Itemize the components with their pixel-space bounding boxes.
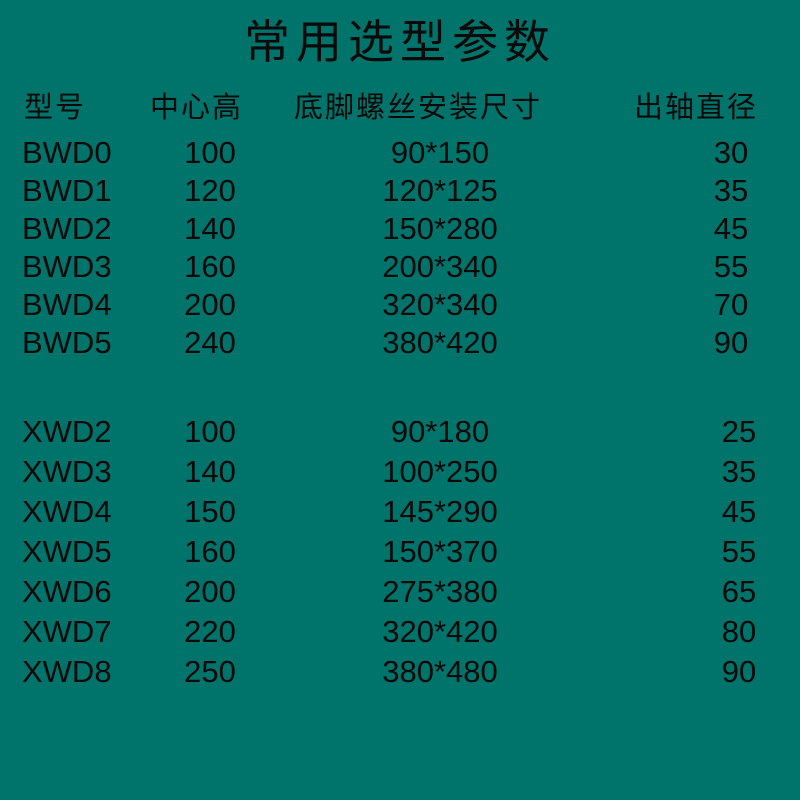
cell-foot-bolt-dimensions: 320*340 [382, 287, 498, 322]
cell-foot-bolt-dimensions: 90*180 [390, 414, 490, 449]
cell-foot-bolt-dimensions: 150*370 [382, 534, 498, 569]
cell-output-shaft-diameter: 35 [713, 173, 749, 208]
cell-output-shaft-diameter: 55 [721, 534, 757, 569]
cell-foot-bolt-dimensions: 100*250 [382, 454, 498, 489]
cell-model: BWD1 [22, 173, 112, 208]
table-row: XWD5 160 150*370 55 [0, 532, 800, 572]
cell-model: XWD4 [22, 494, 112, 529]
column-header-output-shaft-diameter: 出轴直径 [634, 90, 759, 124]
cell-center-height: 150 [184, 494, 236, 529]
table-header-row: 型号 中心高 底脚螺丝安装尺寸 出轴直径 [0, 88, 800, 128]
cell-model: BWD4 [22, 287, 112, 322]
cell-output-shaft-diameter: 90 [721, 654, 757, 689]
column-header-model: 型号 [24, 90, 87, 124]
cell-output-shaft-diameter: 90 [713, 325, 749, 360]
cell-output-shaft-diameter: 55 [713, 249, 749, 284]
table-section-bwd: BWD0 100 90*150 30 BWD1 120 120*125 35 BWD2 140 15… [0, 134, 800, 362]
table-row: BWD3 160 200*340 55 [0, 248, 800, 286]
table-row: XWD4 150 145*290 45 [0, 492, 800, 532]
cell-center-height: 220 [184, 614, 236, 649]
cell-model: BWD5 [22, 325, 112, 360]
cell-foot-bolt-dimensions: 200*340 [382, 249, 498, 284]
table-row: BWD2 140 150*280 45 [0, 210, 800, 248]
cell-model: XWD6 [22, 574, 112, 609]
cell-model: BWD0 [22, 135, 112, 170]
cell-center-height: 140 [184, 211, 236, 246]
cell-output-shaft-diameter: 80 [721, 614, 757, 649]
cell-center-height: 100 [184, 135, 236, 170]
cell-output-shaft-diameter: 30 [713, 135, 749, 170]
cell-center-height: 250 [184, 654, 236, 689]
table-row: BWD5 240 380*420 90 [0, 324, 800, 362]
cell-foot-bolt-dimensions: 145*290 [382, 494, 498, 529]
cell-center-height: 160 [184, 534, 236, 569]
cell-output-shaft-diameter: 65 [721, 574, 757, 609]
table-row: XWD8 250 380*480 90 [0, 652, 800, 692]
page-title: 常用选型参数 [244, 15, 556, 69]
table-row: BWD4 200 320*340 70 [0, 286, 800, 324]
table-row: XWD6 200 275*380 65 [0, 572, 800, 612]
cell-model: XWD5 [22, 534, 112, 569]
cell-center-height: 160 [184, 249, 236, 284]
cell-foot-bolt-dimensions: 150*280 [382, 211, 498, 246]
cell-foot-bolt-dimensions: 380*420 [382, 325, 498, 360]
cell-foot-bolt-dimensions: 275*380 [382, 574, 498, 609]
cell-output-shaft-diameter: 45 [721, 494, 757, 529]
cell-foot-bolt-dimensions: 90*150 [390, 135, 490, 170]
table-row: XWD2 100 90*180 25 [0, 412, 800, 452]
cell-output-shaft-diameter: 25 [721, 414, 757, 449]
cell-model: BWD3 [22, 249, 112, 284]
cell-model: XWD3 [22, 454, 112, 489]
cell-model: XWD2 [22, 414, 112, 449]
cell-foot-bolt-dimensions: 120*125 [382, 173, 498, 208]
table-row: XWD7 220 320*420 80 [0, 612, 800, 652]
cell-center-height: 140 [184, 454, 236, 489]
cell-center-height: 200 [184, 574, 236, 609]
cell-center-height: 120 [184, 173, 236, 208]
column-header-center-height: 中心高 [150, 90, 244, 124]
cell-model: BWD2 [22, 211, 112, 246]
table-row: BWD0 100 90*150 30 [0, 134, 800, 172]
cell-foot-bolt-dimensions: 380*480 [382, 654, 498, 689]
table-row: BWD1 120 120*125 35 [0, 172, 800, 210]
cell-foot-bolt-dimensions: 320*420 [382, 614, 498, 649]
table-row: XWD3 140 100*250 35 [0, 452, 800, 492]
column-header-foot-bolt-dimensions: 底脚螺丝安装尺寸 [294, 90, 543, 124]
table-section-xwd: XWD2 100 90*180 25 XWD3 140 100*250 35 XWD4 150 14… [0, 412, 800, 692]
cell-center-height: 240 [184, 325, 236, 360]
cell-center-height: 100 [184, 414, 236, 449]
cell-model: XWD8 [22, 654, 112, 689]
cell-output-shaft-diameter: 70 [713, 287, 749, 322]
cell-output-shaft-diameter: 45 [713, 211, 749, 246]
cell-center-height: 200 [184, 287, 236, 322]
cell-output-shaft-diameter: 35 [721, 454, 757, 489]
cell-model: XWD7 [22, 614, 112, 649]
